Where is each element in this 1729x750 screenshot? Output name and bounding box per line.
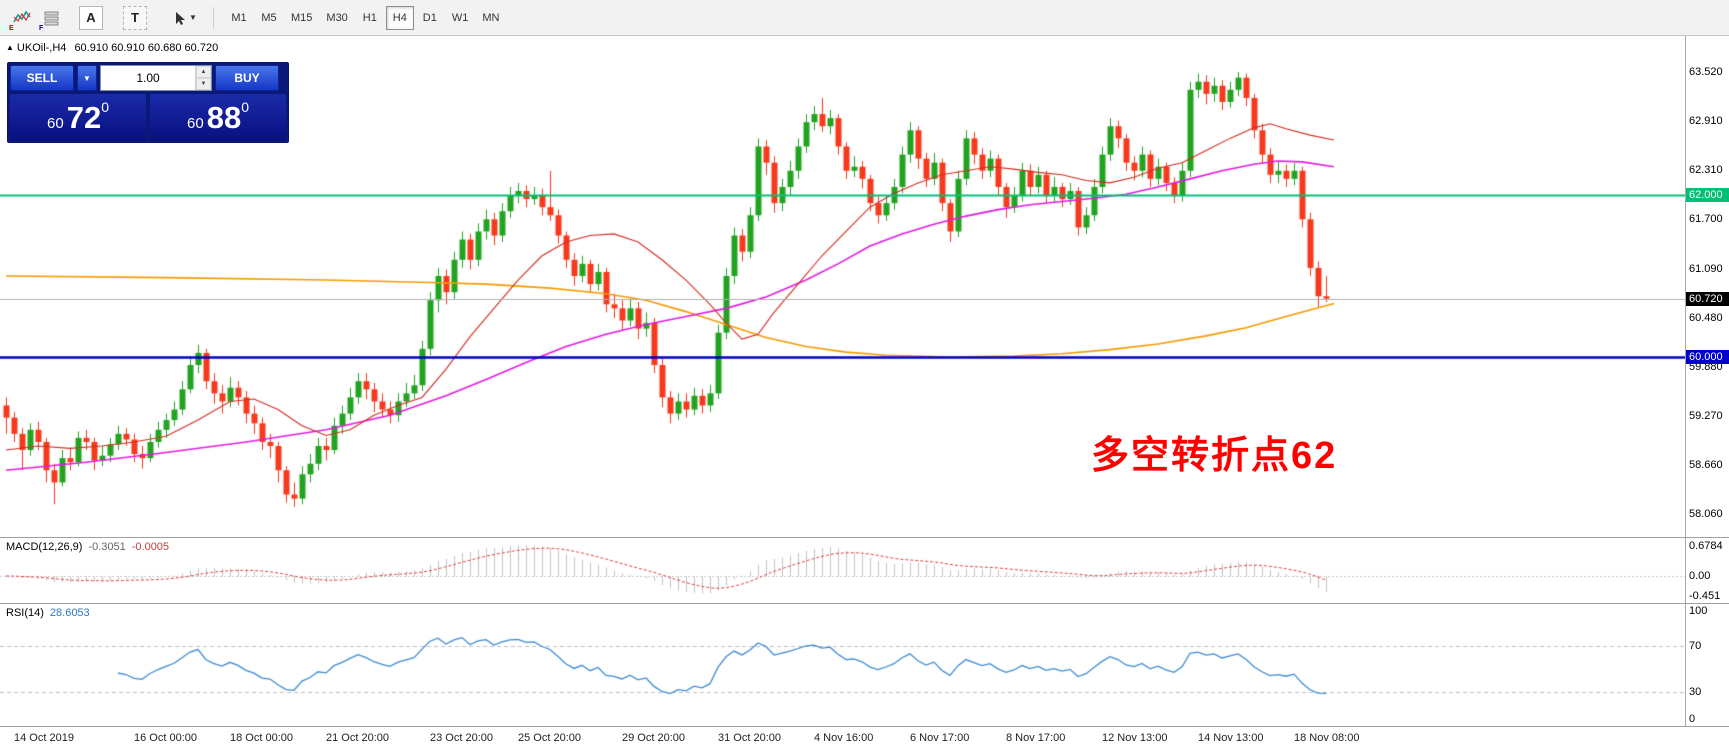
date-label: 23 Oct 20:00 (430, 732, 493, 744)
buy-price-point: 0 (241, 99, 249, 115)
volume-decrease-button[interactable]: ▼ (196, 78, 211, 90)
rsi-name: RSI(14) (6, 607, 44, 619)
badge-f: F (39, 25, 44, 32)
volume-input-wrap: ▲ ▼ (100, 65, 212, 91)
date-label: 29 Oct 20:00 (622, 732, 685, 744)
date-label: 14 Oct 2019 (14, 732, 74, 744)
rsi-panel: RSI(14) 28.6053 100 70 30 0 (0, 603, 1729, 726)
date-label: 31 Oct 20:00 (718, 732, 781, 744)
price-tick-label: 63.520 (1689, 66, 1723, 78)
time-axis[interactable]: 14 Oct 2019 16 Oct 00:00 18 Oct 00:00 21 Oc… (0, 726, 1729, 750)
date-label: 18 Nov 08:00 (1294, 732, 1360, 744)
date-label: 6 Nov 17:00 (910, 732, 970, 744)
trade-controls-row: SELL ▼ ▲ ▼ BUY (10, 65, 286, 91)
macd-axis-label: 0.00 (1689, 570, 1711, 582)
rsi-value: 28.6053 (49, 607, 90, 619)
badge-e: E (9, 25, 14, 32)
volume-input[interactable] (101, 66, 195, 90)
rsi-axis[interactable]: 100 70 30 0 (1685, 604, 1729, 726)
price-tick-label: 59.270 (1689, 410, 1723, 423)
timeframe-h4[interactable]: H4 (385, 5, 414, 30)
macd-axis-label: -0.451 (1689, 589, 1721, 602)
timeframe-group: M1 M5 M15 M30 H1 H4 D1 W1 MN (224, 5, 506, 30)
indicators-icon-button[interactable]: E (8, 4, 35, 32)
price-tick-label: 62.910 (1689, 115, 1723, 128)
volume-increase-button[interactable]: ▲ (196, 66, 211, 78)
buy-price-pips: 88 (206, 99, 242, 135)
timeframe-d1[interactable]: D1 (416, 6, 444, 30)
axis-separator (1685, 36, 1686, 726)
timeframe-w1[interactable]: W1 (446, 6, 475, 30)
sell-button[interactable]: SELL (10, 65, 74, 91)
date-label: 16 Oct 00:00 (134, 732, 197, 744)
price-tick-label: 58.060 (1689, 507, 1723, 520)
cursor-tool-button[interactable]: ▼ (165, 4, 203, 31)
buy-button[interactable]: BUY (215, 65, 279, 91)
timeframe-mn[interactable]: MN (476, 6, 505, 30)
price-tick-label: 61.090 (1689, 262, 1723, 275)
main-chart-panel: ▲ UKOil-,H4 60.910 60.910 60.680 60.720 SE… (0, 36, 1729, 537)
date-label: 18 Oct 00:00 (230, 732, 293, 744)
price-axis[interactable]: 63.520 62.910 62.310 61.700 61.090 60.480 59.8… (1685, 36, 1729, 537)
text-tool-button[interactable]: A (79, 5, 103, 30)
timeframe-m15[interactable]: M15 (285, 6, 318, 30)
toolbar: E F A T ▼ M1 M5 M15 M30 H1 H4 D1 W1 MN (0, 0, 1729, 36)
symbol-ohlc-header: ▲ UKOil-,H4 60.910 60.910 60.680 60.720 (6, 42, 218, 54)
macd-value: -0.3051 (88, 541, 126, 553)
timeframe-m1[interactable]: M1 (225, 6, 253, 30)
macd-canvas[interactable] (0, 538, 1685, 603)
price-tick-label: 58.660 (1689, 459, 1723, 472)
date-label: 21 Oct 20:00 (326, 732, 389, 744)
volume-spinner: ▲ ▼ (195, 66, 211, 90)
price-tick-label: 62.310 (1689, 163, 1723, 176)
macd-axis[interactable]: 0.6784 0.00 -0.451 (1685, 538, 1729, 603)
toolbar-separator (213, 6, 214, 29)
macd-signal-value: -0.0005 (131, 541, 170, 553)
rsi-axis-label: 70 (1689, 639, 1702, 652)
date-label: 12 Nov 13:00 (1102, 732, 1168, 744)
rsi-axis-label: 30 (1689, 685, 1702, 698)
macd-panel: MACD(12,26,9) -0.3051 -0.0005 0.6784 0.00 -0… (0, 537, 1729, 603)
date-label: 4 Nov 16:00 (814, 732, 874, 744)
buy-price-int: 60 (187, 115, 204, 132)
price-line-label: 60.720 (1685, 291, 1729, 306)
symbol-triangle-icon[interactable]: ▲ (6, 43, 14, 52)
macd-label: MACD(12,26,9) -0.3051 -0.0005 (6, 541, 169, 553)
sell-price-pips: 72 (66, 99, 102, 135)
macd-axis-label: 0.6784 (1689, 539, 1723, 552)
macd-name: MACD(12,26,9) (6, 541, 83, 553)
price-tick-label: 61.700 (1689, 213, 1723, 226)
price-line-label: 62.000 (1685, 188, 1729, 203)
rsi-label: RSI(14) 28.6053 (6, 607, 90, 619)
ohlc-values: 60.910 60.910 60.680 60.720 (74, 42, 219, 54)
sell-price-display[interactable]: 60 72 0 (10, 94, 146, 140)
buy-price-display[interactable]: 60 88 0 (150, 94, 286, 140)
timeframe-m30[interactable]: M30 (320, 6, 353, 30)
objects-list-icon (44, 11, 58, 25)
date-label: 25 Oct 20:00 (518, 732, 581, 744)
sell-price-point: 0 (101, 99, 109, 115)
caret-down-icon: ▼ (83, 73, 91, 83)
sell-price-int: 60 (47, 115, 64, 132)
textbox-tool-button[interactable]: T (123, 5, 147, 30)
date-label: 8 Nov 17:00 (1006, 732, 1066, 744)
price-line-label: 60.000 (1685, 349, 1729, 364)
objects-list-icon-button[interactable]: F (38, 4, 65, 32)
rsi-axis-label: 100 (1689, 605, 1708, 617)
date-label: 14 Nov 13:00 (1198, 732, 1264, 744)
price-tick-label: 60.480 (1689, 312, 1723, 325)
chevron-down-icon: ▼ (189, 13, 197, 22)
trade-dropdown-button[interactable]: ▼ (77, 65, 97, 91)
rsi-axis-label: 0 (1689, 713, 1696, 725)
timeframe-m5[interactable]: M5 (255, 6, 283, 30)
trade-prices-row: 60 72 0 60 88 0 (10, 94, 286, 140)
rsi-canvas[interactable] (0, 604, 1685, 726)
indicators-icon (12, 10, 31, 22)
cursor-icon (176, 11, 186, 25)
chart-text-annotation[interactable]: 多空转折点62 (1091, 435, 1338, 477)
symbol-name: UKOil-,H4 (16, 42, 67, 54)
timeframe-h1[interactable]: H1 (356, 6, 384, 30)
